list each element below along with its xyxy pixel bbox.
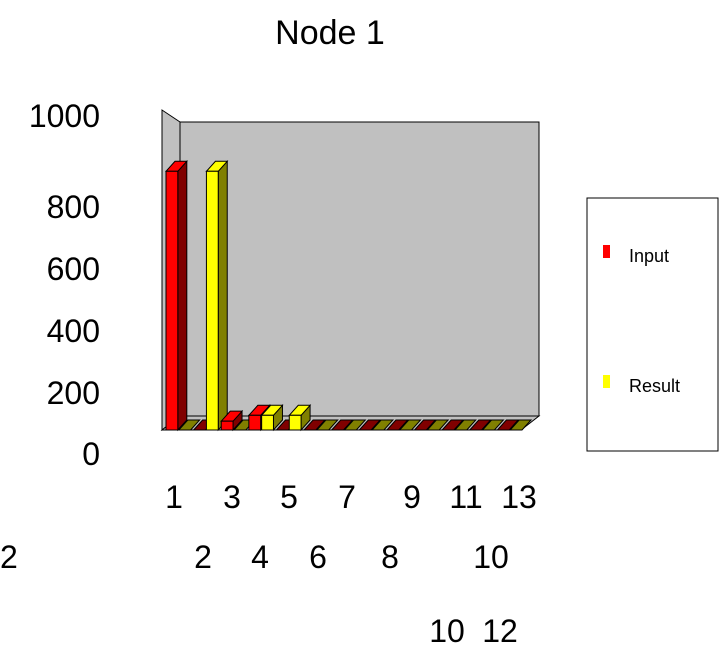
bar-input-12 (468, 419, 492, 431)
bar-result-8 (370, 419, 395, 431)
x-tick-label: 8 (381, 539, 399, 575)
bar-input-13 (496, 419, 520, 431)
bar-result-7 (343, 419, 367, 431)
bar-input-6 (302, 419, 327, 431)
legend: Input Result (586, 197, 719, 452)
legend-swatch-result (603, 375, 610, 388)
bar-result-2 (205, 159, 229, 432)
legend-label-input: Input (629, 246, 669, 266)
legend-box (586, 197, 719, 452)
x-tick-label: 3 (223, 479, 241, 515)
bar-input-11 (441, 419, 465, 431)
x-tick-label: 11 (449, 479, 482, 515)
x-tick-label: 6 (309, 539, 327, 575)
bar-result-1 (177, 419, 201, 431)
bar-input-8 (358, 419, 382, 431)
y-tick-label: 600 (47, 251, 100, 287)
bar-result-6 (315, 419, 339, 431)
bar-input-9 (385, 419, 409, 431)
y-axis-ticks: 0 200 400 600 800 1000 (29, 98, 100, 472)
legend-swatch-input (603, 245, 610, 258)
x-tick-label: 9 (403, 479, 421, 515)
y-tick-label: 1000 (29, 98, 100, 134)
bar-result-12 (481, 419, 505, 431)
x-axis-ticks: 135791113246810121012 (0, 479, 537, 649)
x-tick-label: 7 (338, 479, 356, 515)
x-tick-label: 10 (429, 613, 465, 649)
x-tick-label: 12 (482, 613, 518, 649)
y-tick-label: 400 (47, 313, 100, 349)
back-wall (179, 121, 540, 417)
bar-result-13 (509, 419, 533, 431)
bar-input-3 (220, 409, 244, 432)
y-tick-label: 200 (47, 375, 100, 411)
chart-title: Node 1 (275, 14, 385, 52)
bar-result-9 (398, 419, 422, 431)
bar-result-5 (288, 403, 312, 432)
bar-result-4 (260, 403, 284, 432)
x-tick-label: 5 (280, 479, 298, 515)
bar-input-10 (413, 419, 437, 431)
x-tick-label: 12 (0, 539, 18, 575)
y-tick-label: 0 (82, 436, 100, 472)
x-tick-label: 10 (473, 539, 509, 575)
bar-result-10 (426, 419, 450, 431)
bar-input-1 (164, 159, 188, 432)
x-tick-label: 1 (165, 479, 183, 515)
x-tick-label: 4 (251, 539, 269, 575)
bar-result-11 (453, 419, 477, 431)
legend-label-result: Result (629, 376, 680, 396)
y-tick-label: 800 (47, 189, 100, 225)
x-tick-label: 2 (194, 539, 212, 575)
bars (164, 159, 533, 432)
x-tick-label: 13 (501, 479, 537, 515)
bar-input-7 (330, 419, 354, 431)
